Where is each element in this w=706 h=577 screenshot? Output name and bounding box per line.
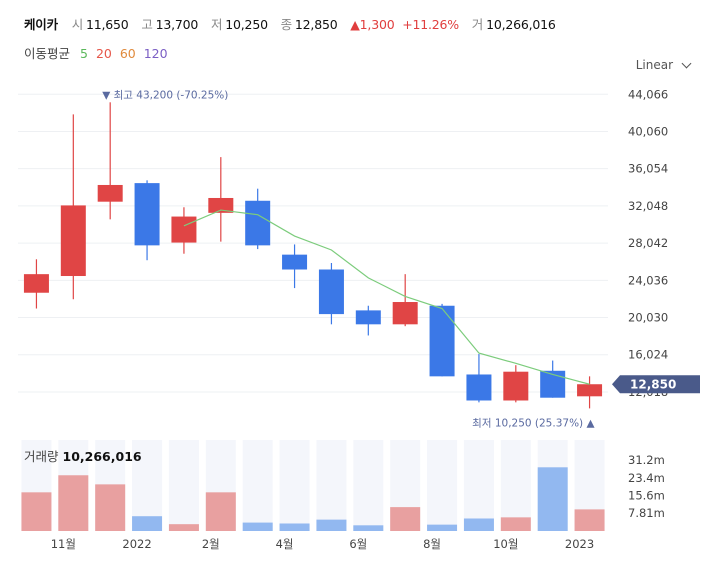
volume-bar[interactable] [537, 467, 568, 531]
volume-bar[interactable] [353, 525, 384, 531]
price-tick-label: 28,042 [628, 236, 668, 250]
volume-column-bg [463, 440, 494, 531]
moving-average-label: 이동평균 [24, 46, 71, 61]
volume-tick-label: 7.81m [628, 506, 665, 520]
x-tick-label: 2023 [565, 537, 594, 551]
price-tick-label: 32,048 [628, 199, 668, 213]
price-tick-label: 20,030 [628, 311, 668, 325]
ma-5-period[interactable]: 5 [80, 46, 88, 61]
candle-body[interactable] [503, 371, 529, 401]
candle-body[interactable] [60, 205, 86, 277]
volume-bar[interactable] [168, 524, 199, 531]
candle-body[interactable] [282, 254, 308, 270]
volume-bar[interactable] [463, 518, 494, 531]
volume-column-bg [500, 440, 531, 531]
volume-bar[interactable] [279, 523, 310, 531]
volume-bar[interactable] [242, 522, 273, 531]
price-tick-label: 24,036 [628, 273, 668, 287]
price-tick-label: 16,024 [628, 348, 668, 362]
candle-body[interactable] [97, 184, 123, 202]
volume-tick-label: 23.4m [628, 471, 665, 485]
open-label: 시 [71, 17, 84, 32]
low-label: 저 [210, 17, 223, 32]
candle-body[interactable] [318, 269, 344, 315]
x-tick-label: 2월 [202, 537, 220, 551]
high-label: 고 [141, 17, 153, 32]
volume-bar[interactable] [58, 475, 89, 531]
open-value: 11,650 [86, 17, 129, 32]
volume-bar[interactable] [21, 492, 52, 531]
volume-panel-label: 거래량 [24, 449, 59, 464]
volume-panel-title: 거래량 10,266,016 [24, 446, 142, 465]
ma-20-period[interactable]: 20 [95, 46, 112, 61]
price-tick-label: 40,060 [628, 124, 668, 138]
max-price-annotation: ▼ 최고 43,200 (-70.25%) [102, 89, 228, 101]
candle-body[interactable] [355, 310, 381, 325]
ma-60-period[interactable]: 60 [119, 46, 136, 61]
volume-value: 10,266,016 [486, 17, 556, 32]
volume-column-bg [132, 440, 163, 531]
candle-body[interactable] [23, 274, 49, 293]
change-value: 1,300 [359, 17, 395, 32]
high-value: 13,700 [155, 17, 199, 32]
candle-body[interactable] [171, 216, 197, 243]
scale-selector[interactable]: Linear [635, 58, 692, 72]
candle-body[interactable] [577, 384, 603, 397]
ma5-line [183, 209, 590, 385]
volume-label: 거 [471, 17, 484, 32]
min-price-annotation: 최저 10,250 (25.37%) ▲ [472, 417, 595, 429]
moving-average-legend: 이동평균 5 20 60 120 [24, 43, 172, 62]
scale-selector-label: Linear [635, 58, 673, 72]
volume-tick-label: 15.6m [628, 489, 665, 503]
volume-bar[interactable] [205, 492, 236, 531]
x-tick-label: 2022 [122, 537, 151, 551]
x-tick-label: 8월 [423, 537, 441, 551]
stock-name: 케이카 [24, 17, 58, 32]
low-value: 10,250 [225, 17, 268, 32]
volume-bar[interactable] [574, 509, 605, 531]
current-price-label: 12,850 [630, 378, 676, 392]
volume-panel-latest: 10,266,016 [62, 449, 142, 464]
price-tick-label: 36,054 [628, 162, 668, 176]
price-tick-label: 44,066 [628, 87, 668, 101]
volume-column-bg [427, 440, 458, 531]
volume-bar[interactable] [132, 516, 163, 531]
volume-bar[interactable] [95, 484, 126, 531]
volume-bar[interactable] [390, 507, 421, 531]
price-header: 케이카 시 11,650 고 13,700 저 10,250 종 12,850 ▲1,3… [24, 14, 565, 33]
volume-bar[interactable] [316, 519, 347, 531]
x-tick-label: 11월 [51, 537, 76, 551]
change-percent: +11.26% [402, 17, 459, 32]
x-tick-label: 6월 [349, 537, 367, 551]
current-price-tag [612, 375, 700, 394]
change-up-icon: ▲ [350, 17, 360, 32]
candle-body[interactable] [245, 200, 271, 246]
candle-body[interactable] [466, 374, 492, 401]
candle-body[interactable] [392, 302, 418, 325]
candle-body[interactable] [208, 197, 234, 213]
volume-column-bg [279, 440, 310, 531]
x-tick-label: 4월 [276, 537, 294, 551]
x-tick-label: 10월 [493, 537, 518, 551]
ma-120-period[interactable]: 120 [143, 46, 168, 61]
volume-column-bg [353, 440, 384, 531]
volume-column-bg [316, 440, 347, 531]
candle-body[interactable] [134, 183, 160, 246]
close-value: 12,850 [294, 17, 338, 32]
volume-column-bg [168, 440, 199, 531]
close-label: 종 [280, 17, 293, 32]
candle-body[interactable] [540, 370, 566, 398]
volume-bar[interactable] [427, 524, 458, 531]
volume-bar[interactable] [500, 517, 531, 531]
volume-tick-label: 31.2m [628, 453, 665, 467]
candle-body[interactable] [429, 305, 455, 377]
volume-column-bg [242, 440, 273, 531]
